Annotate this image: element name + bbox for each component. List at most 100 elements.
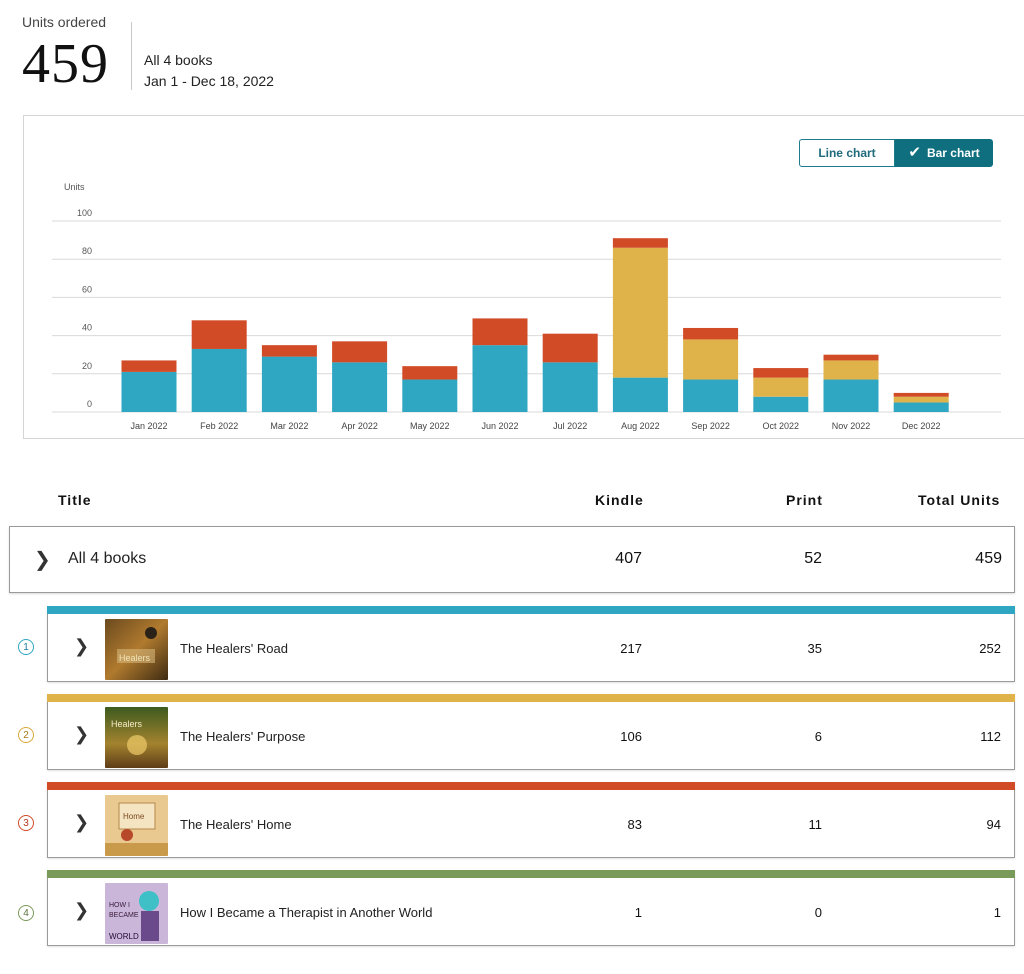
bar-segment[interactable] [683, 339, 739, 380]
bar-segment[interactable] [893, 392, 949, 397]
column-header-kindle: Kindle [595, 492, 644, 508]
book-print-units: 11 [808, 817, 823, 832]
book-color-strip [47, 870, 1015, 878]
bar-segment[interactable] [472, 345, 528, 412]
chevron-right-icon[interactable]: ❯ [74, 636, 90, 656]
y-tick-label: 60 [82, 284, 92, 294]
book-title[interactable]: The Healers' Purpose [180, 729, 306, 744]
bar-segment[interactable] [542, 333, 598, 363]
bar-segment[interactable] [402, 366, 458, 380]
svg-text:WORLD: WORLD [109, 932, 139, 941]
book-card [47, 782, 1015, 858]
units-summary: Units ordered 459 All 4 books Jan 1 - De… [22, 12, 422, 102]
book-row[interactable]: 3 ❯ Home The Healers' Home 83 11 94 [0, 782, 1024, 858]
bar-segment[interactable] [683, 379, 739, 412]
x-tick-label: Jun 2022 [481, 421, 518, 431]
bar-segment[interactable] [191, 348, 247, 412]
line-chart-label: Line chart [818, 146, 876, 160]
bar-segment[interactable] [823, 360, 879, 380]
bar-chart-label: Bar chart [926, 146, 980, 160]
bar-segment[interactable] [612, 247, 668, 378]
x-tick-label: Jul 2022 [553, 421, 587, 431]
all-books-print: 52 [804, 550, 822, 567]
units-total: 459 [22, 33, 109, 95]
all-books-label: All 4 books [68, 550, 147, 567]
book-card [47, 606, 1015, 682]
x-tick-label: Sep 2022 [691, 421, 730, 431]
bar-segment[interactable] [612, 238, 668, 248]
rank-badge: 2 [18, 727, 34, 743]
all-books-row[interactable]: ❯ All 4 books 407 52 459 [9, 526, 1015, 593]
book-color-strip [47, 782, 1015, 790]
x-tick-label: Mar 2022 [270, 421, 308, 431]
x-tick-label: Nov 2022 [832, 421, 871, 431]
bar-segment[interactable] [612, 377, 668, 412]
bar-segment[interactable] [261, 356, 317, 412]
book-title[interactable]: How I Became a Therapist in Another Worl… [180, 905, 433, 920]
x-tick-label: Apr 2022 [341, 421, 378, 431]
summary-scope: All 4 books [144, 52, 213, 68]
book-print-units: 0 [814, 905, 822, 920]
y-tick-label: 0 [87, 399, 92, 409]
y-tick-label: 100 [77, 208, 92, 218]
svg-text:Home: Home [123, 812, 145, 821]
all-books-total: 459 [975, 550, 1002, 567]
bar-segment[interactable] [472, 318, 528, 346]
book-total-units: 112 [980, 729, 1001, 744]
book-row[interactable]: 1 ❯ Healers The Healers' Road 217 35 252 [0, 606, 1024, 682]
chevron-right-icon[interactable]: ❯ [74, 724, 90, 744]
units-chart-card: Units 0 20 40 60 80 100 Jan 2022 Feb 2022 Mar 2… [23, 115, 1024, 439]
column-header-title: Title [58, 492, 92, 508]
bar-segment[interactable] [332, 341, 388, 363]
rank-badge: 1 [18, 639, 34, 655]
book-kindle-units: 106 [620, 729, 642, 744]
bar-segment[interactable] [823, 379, 879, 412]
book-title[interactable]: The Healers' Home [180, 817, 292, 832]
book-row[interactable]: 2 ❯ Healers The Healers' Purpose 106 6 1… [0, 694, 1024, 770]
bar-segment[interactable] [191, 320, 247, 349]
chevron-right-icon[interactable]: ❯ [74, 900, 90, 920]
x-tick-label: May 2022 [410, 421, 450, 431]
book-kindle-units: 217 [620, 641, 642, 656]
y-axis-label: Units [64, 182, 85, 192]
svg-text:HOW I: HOW I [109, 902, 130, 909]
x-tick-label: Jan 2022 [130, 421, 167, 431]
bar-segment[interactable] [121, 371, 177, 412]
book-total-units: 1 [993, 905, 1001, 920]
bar-chart-button[interactable]: ✔ Bar chart [895, 139, 993, 167]
book-title[interactable]: The Healers' Road [180, 641, 288, 656]
book-print-units: 35 [807, 641, 822, 656]
line-chart-button[interactable]: Line chart [799, 139, 895, 167]
book-kindle-units: 83 [627, 817, 642, 832]
bar-segment[interactable] [402, 379, 458, 412]
rank-badge: 4 [18, 905, 34, 921]
book-card [47, 870, 1015, 946]
column-header-print: Print [786, 492, 823, 508]
bar-segment[interactable] [753, 368, 809, 378]
y-tick-label: 80 [82, 246, 92, 256]
book-cover-image: Healers [105, 707, 168, 768]
bar-segment[interactable] [261, 345, 317, 357]
bar-segment[interactable] [823, 354, 879, 361]
bar-segment[interactable] [753, 377, 809, 397]
bar-segment[interactable] [332, 362, 388, 412]
book-color-strip [47, 694, 1015, 702]
svg-text:Healers: Healers [119, 653, 151, 663]
book-kindle-units: 1 [634, 905, 642, 920]
bar-segment[interactable] [542, 362, 598, 412]
book-total-units: 252 [979, 641, 1001, 656]
checkmark-icon: ✔ [908, 144, 921, 161]
chevron-right-icon[interactable]: ❯ [74, 812, 90, 832]
bar-segment[interactable] [683, 327, 739, 340]
book-row[interactable]: 4 ❯ HOW I BECAME WORLD How I Became a Th… [0, 870, 1024, 946]
y-tick-label: 40 [82, 323, 92, 333]
chevron-right-icon[interactable]: ❯ [34, 549, 51, 571]
summary-date-range: Jan 1 - Dec 18, 2022 [144, 73, 274, 89]
bar-segment[interactable] [893, 402, 949, 412]
bar-segment[interactable] [121, 360, 177, 372]
bar-segment[interactable] [753, 396, 809, 412]
book-cover-image: HOW I BECAME WORLD [105, 883, 168, 944]
book-card [47, 694, 1015, 770]
bar-segment[interactable] [893, 396, 949, 403]
chart-type-toggle: Line chart ✔ Bar chart [799, 139, 993, 167]
